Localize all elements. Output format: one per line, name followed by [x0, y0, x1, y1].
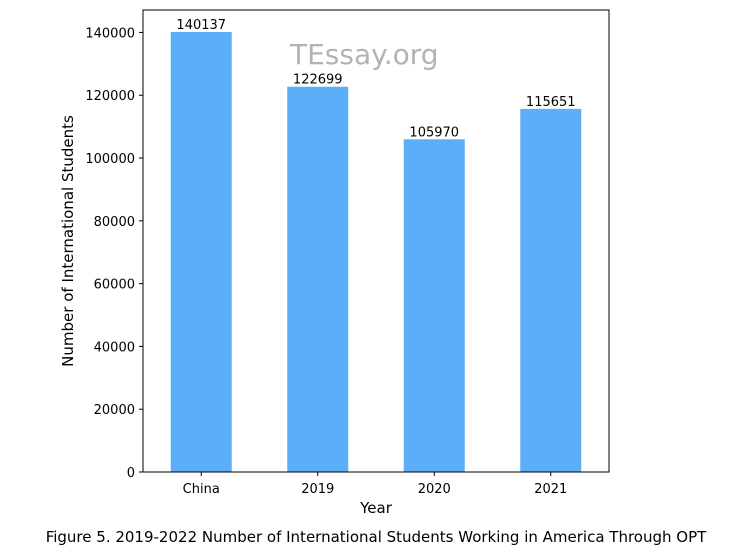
- x-tick-label: 2019: [301, 482, 334, 497]
- y-tick-label: 20000: [94, 403, 135, 418]
- y-tick-label: 140000: [85, 26, 135, 41]
- data-label-2020: 105970: [409, 125, 459, 140]
- x-tick-label: 2020: [418, 482, 451, 497]
- bar-2019: [287, 86, 349, 473]
- ticks-layer: China 2019 2020 2021 0 20000 40000 60000 80000 10…: [85, 26, 567, 497]
- y-tick-label: 80000: [94, 215, 135, 230]
- bar-china: [170, 31, 232, 472]
- y-tick-label: 120000: [85, 89, 135, 104]
- bar-2021: [520, 108, 582, 473]
- figure-caption: Figure 5. 2019-2022 Number of Internatio…: [46, 528, 707, 546]
- x-tick-label: 2021: [534, 482, 567, 497]
- bar-2020: [403, 139, 465, 473]
- x-tick-label: China: [183, 482, 220, 497]
- data-label-2021: 115651: [526, 95, 576, 110]
- x-axis-label: Year: [359, 499, 393, 517]
- data-labels-layer: 140137 122699 105970 115651: [176, 18, 575, 140]
- data-label-china: 140137: [176, 18, 226, 33]
- y-tick-label: 0: [127, 466, 135, 481]
- bars-layer: [170, 31, 582, 473]
- data-label-2019: 122699: [293, 73, 343, 88]
- plot-area-frame: [142, 9, 610, 473]
- y-axis-label: Number of International Students: [59, 115, 77, 367]
- watermark-text: TEssay.org: [289, 38, 439, 71]
- y-tick-label: 100000: [85, 152, 135, 167]
- y-tick-label: 60000: [94, 278, 135, 293]
- y-tick-label: 40000: [94, 340, 135, 355]
